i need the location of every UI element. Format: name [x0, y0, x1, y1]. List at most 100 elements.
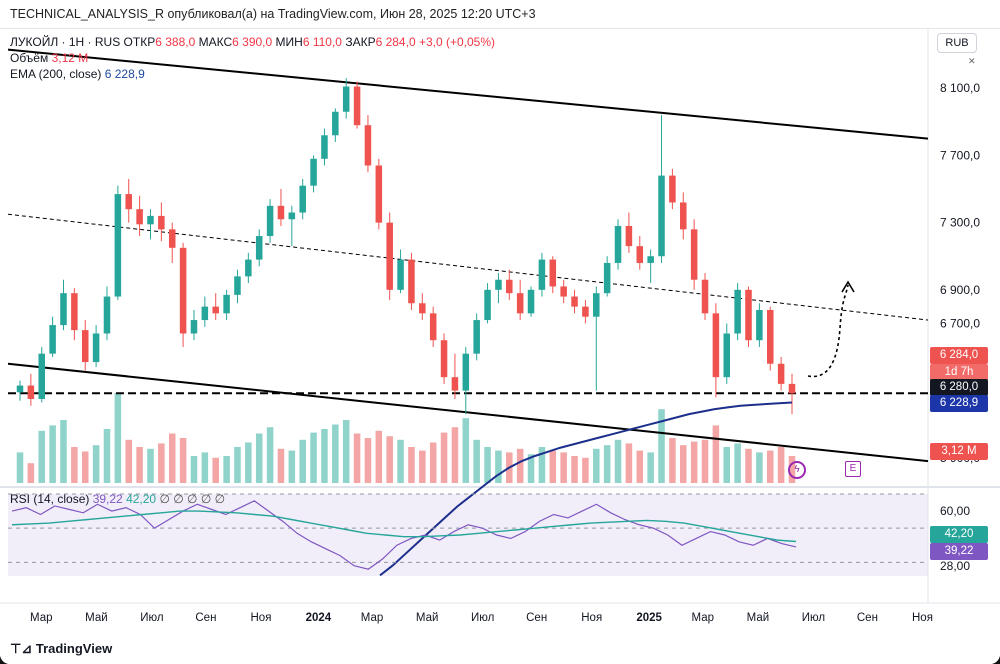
volume-badge: 3,12 M: [930, 443, 988, 460]
low-value: 6 110,0: [302, 35, 342, 49]
volume-bar: [103, 429, 111, 483]
time-tick-label: Мар: [30, 612, 53, 624]
time-tick-label: Ноя: [581, 612, 603, 624]
rsi-line: [11, 500, 797, 570]
symbol-name[interactable]: ЛУКОЙЛ · 1Н · RUS: [10, 35, 121, 49]
volume-bar: [745, 448, 752, 483]
forecast-arrow: [807, 284, 849, 378]
settings-icon[interactable]: ✕: [968, 56, 976, 66]
volume-bar: [353, 433, 361, 483]
close-label: ЗАКР: [345, 35, 376, 49]
publish-info: TECHNICAL_ANALYSIS_R опубликовал(а) на T…: [10, 7, 536, 21]
time-tick-label: Май: [415, 612, 439, 624]
candle-body: [353, 86, 361, 126]
time-tick-label: Июл: [140, 612, 164, 624]
time-tick-label: Ноя: [250, 612, 272, 624]
earnings-icon[interactable]: E: [845, 461, 861, 477]
publish-bar: TECHNICAL_ANALYSIS_R опубликовал(а) на T…: [0, 0, 1000, 29]
rsi-legend[interactable]: RSI (14, close) 39,22 42,20 ∅ ∅ ∅ ∅ ∅: [10, 492, 225, 506]
volume-bar: [71, 447, 78, 483]
candle-body: [614, 225, 622, 263]
brand-name: TradingView: [35, 641, 113, 656]
lightning-icon[interactable]: ϟ: [788, 461, 806, 479]
volume-bar: [451, 427, 459, 483]
currency-button[interactable]: RUB: [937, 33, 977, 53]
candle-body: [440, 340, 448, 378]
high-value: 6 390,0: [232, 35, 273, 49]
candle-body: [310, 158, 317, 186]
candle-body: [60, 293, 67, 326]
volume-bar: [440, 432, 448, 483]
volume-bar: [777, 447, 785, 483]
candle-body: [516, 293, 524, 314]
candle-body: [462, 353, 470, 391]
price-tick-label: 7 700,0: [940, 148, 980, 162]
time-tick-label: Май: [85, 612, 108, 624]
volume-bar: [245, 442, 252, 483]
volume-bar: [419, 450, 426, 483]
rsi-tick-label: 60,00: [940, 504, 970, 518]
candle-body: [125, 194, 132, 210]
time-tick-label: 2025: [636, 612, 662, 624]
volume-bar: [321, 429, 328, 483]
candle-body: [212, 306, 219, 314]
volume-bar: [484, 447, 491, 483]
candle-body: [777, 363, 785, 384]
candle-body: [593, 293, 600, 317]
ema-legend[interactable]: EMA (200, close) 6 228,9: [10, 67, 145, 81]
candle-body: [429, 313, 437, 341]
volume-bar: [255, 433, 263, 483]
rsi-value: 39,22: [92, 492, 123, 506]
volume-bar: [266, 427, 274, 483]
rsi-ma-value: 42,20: [126, 492, 157, 506]
volume-bar: [527, 454, 535, 483]
volume-bar: [669, 438, 676, 483]
candle-body: [756, 309, 763, 341]
chart-canvas[interactable]: 8 100,07 700,07 300,06 900,06 700,06 500…: [0, 28, 1000, 632]
candle-body: [560, 286, 567, 297]
volume-bar: [342, 420, 350, 483]
volume-bar: [397, 439, 404, 483]
volume-bar: [647, 452, 654, 483]
candle-body: [484, 289, 491, 321]
candle-body: [375, 165, 383, 223]
candle-body: [364, 125, 372, 166]
candle-body: [538, 259, 546, 290]
volume-legend[interactable]: Объём 3,12 M: [10, 51, 88, 65]
volume-bar: [125, 439, 132, 483]
time-tick-label: Июл: [801, 612, 826, 624]
volume-bar: [201, 452, 209, 483]
tradingview-logo[interactable]: ⊤⊿ TradingView: [10, 641, 113, 656]
ohlc-legend: ЛУКОЙЛ · 1Н · RUS ОТКР6 388,0 МАКС6 390,…: [10, 35, 495, 49]
candle-body: [636, 246, 644, 263]
candle-body: [321, 135, 328, 159]
candle-body: [451, 377, 459, 391]
volume-bar: [625, 443, 633, 483]
volume-bar: [27, 463, 35, 483]
candle-body: [234, 276, 241, 295]
volume-bar: [310, 432, 317, 483]
ema-line: [379, 401, 793, 577]
price-tick-label: 8 100,0: [940, 81, 980, 95]
candle-body: [712, 313, 720, 378]
candle-body: [766, 309, 774, 364]
volume-bar: [386, 436, 393, 483]
candle-body: [495, 279, 502, 290]
high-label: МАКС: [198, 35, 233, 49]
volume-bar: [473, 439, 480, 483]
price-badge: 6 284,0: [930, 347, 988, 364]
volume-bar: [92, 445, 100, 483]
volume-value: 3,12 M: [51, 51, 89, 65]
volume-bar: [712, 425, 720, 483]
volume-bar: [560, 452, 567, 483]
candle-body: [647, 256, 654, 263]
candle-body: [658, 175, 665, 257]
rsi-tick-label: 28,00: [940, 559, 970, 573]
candle-body: [701, 279, 709, 314]
volume-bar: [81, 451, 89, 483]
time-tick-label: 2024: [305, 612, 332, 624]
upper-channel-line: [7, 48, 929, 140]
candle-body: [745, 289, 752, 341]
countdown-badge: 1d 7h: [930, 364, 988, 381]
